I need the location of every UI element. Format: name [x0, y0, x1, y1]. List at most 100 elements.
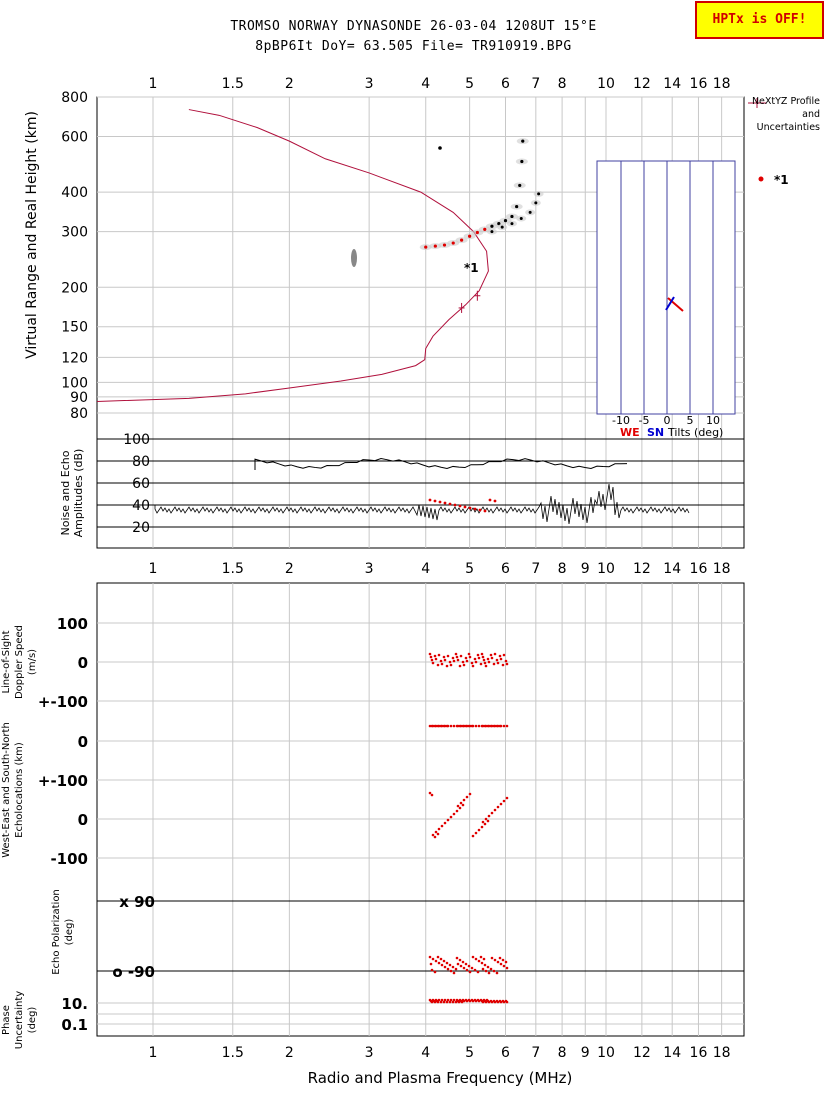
echo-parameter-point	[455, 956, 459, 960]
echo-parameter-point	[448, 660, 452, 664]
parameters-tick-label: 0	[78, 733, 88, 751]
freq-tick-label: 1	[149, 561, 158, 577]
echo-parameter-point	[482, 658, 486, 662]
tilt-tick-label: -5	[639, 414, 650, 427]
header-line-2: 8pBP6It DoY= 63.505 File= TR910919.BPG	[255, 39, 572, 54]
doppler-axis-label: Line-of-Sight Doppler Speed (m/s)	[1, 624, 38, 700]
echo-parameter-point	[434, 959, 438, 963]
echo-parameter-point	[439, 659, 443, 663]
echo-parameter-point	[467, 998, 471, 1002]
echo-parameter-point	[430, 724, 434, 728]
echo-parameter-point	[468, 655, 472, 659]
o-trace-point	[483, 227, 487, 231]
echo-parameter-point	[433, 835, 437, 839]
echo-parameter-point	[431, 833, 435, 837]
amplitude-tick-label: 80	[132, 454, 150, 470]
echo-parameter-point	[451, 965, 455, 969]
echo-parameter-point	[443, 821, 447, 825]
freq-tick-label: 5	[465, 561, 474, 577]
echo-parameter-point	[471, 955, 475, 959]
echo-parameter-point	[496, 805, 500, 809]
echo-parameter-point	[458, 664, 462, 668]
echo-parameter-point	[493, 652, 497, 656]
parameters-tick-label: +-100	[38, 772, 88, 790]
echo-parameter-point	[442, 959, 446, 963]
o-trace-point	[497, 222, 501, 226]
bottom-frequency-axis: 1 1.5 2 3 4 5 6 7 8 9 10 12 14 16 18	[149, 1045, 731, 1061]
echo-parameter-point	[430, 793, 434, 797]
parameters-tick-label: +-100	[38, 693, 88, 711]
height-tick-label: 300	[61, 225, 88, 241]
tilt-tick-label: 10	[706, 414, 720, 427]
echo-parameter-point	[492, 969, 496, 973]
echo-parameter-point	[432, 999, 436, 1003]
freq-tick-label: 7	[531, 1045, 540, 1061]
parameters-tick-label: o -90	[112, 963, 155, 981]
echo-parameter-point	[489, 653, 493, 657]
echo-parameter-point	[480, 724, 484, 728]
freq-tick-label: 3	[365, 1045, 374, 1061]
echo-parameter-point	[428, 791, 432, 795]
sn-tilt-marker	[665, 296, 675, 311]
echo-parameter-point	[489, 967, 493, 971]
we-label: WE	[620, 426, 640, 439]
echo-amplitude-point	[443, 501, 447, 505]
echo-parameter-point	[449, 663, 453, 667]
freq-tick-label: 1	[149, 76, 158, 92]
echo-amplitude-point	[433, 499, 437, 503]
echo-parameter-point	[436, 832, 440, 836]
echo-traces	[351, 138, 544, 267]
echo-parameter-point	[484, 817, 488, 821]
echo-annotation: *1	[464, 261, 479, 275]
echo-parameter-point	[479, 955, 483, 959]
o-trace-point	[451, 241, 455, 245]
echo-parameter-point	[464, 998, 468, 1002]
echo-parameter-point	[495, 724, 499, 728]
echo-parameter-point	[461, 960, 465, 964]
echo-parameter-point	[479, 998, 483, 1002]
parameter-echo-points	[428, 652, 509, 1004]
echo-parameter-point	[461, 803, 465, 807]
echo-parameter-point	[487, 971, 491, 975]
echo-parameter-point	[473, 968, 477, 972]
echo-parameter-point	[467, 652, 471, 656]
height-tick-label: 200	[61, 280, 88, 296]
echo-parameter-point	[430, 658, 434, 662]
echo-parameter-point	[458, 998, 462, 1002]
echo-parameter-point	[446, 818, 450, 822]
echo-parameter-point	[481, 967, 485, 971]
echo-parameter-point	[429, 999, 433, 1003]
echo-parameter-point	[449, 969, 453, 973]
header-line-1: TROMSO NORWAY DYNASONDE 26-03-04 1208UT …	[230, 19, 597, 34]
freq-tick-label: 2	[285, 561, 294, 577]
parameters-frame	[96, 582, 745, 1037]
echo-parameter-point	[443, 965, 447, 969]
echo-parameter-point	[445, 664, 449, 668]
echo-parameter-point	[473, 998, 477, 1002]
echo-parameter-point	[458, 724, 462, 728]
parameters-tick-label: 0.1	[61, 1016, 88, 1034]
echo-parameter-point	[464, 656, 468, 660]
freq-tick-label: 16	[690, 1045, 708, 1061]
height-tick-label: 600	[61, 129, 88, 145]
echo-parameter-point	[482, 998, 486, 1002]
echo-parameter-point	[482, 957, 486, 961]
echo-parameter-point	[495, 999, 499, 1003]
middle-frequency-axis: 1 1.5 2 3 4 5 6 7 8 9 10 12 14 16 18	[149, 561, 731, 577]
echo-parameter-point	[468, 792, 472, 796]
echo-parameter-point	[455, 724, 459, 728]
echo-parameter-point	[449, 998, 453, 1002]
echo-parameter-point	[496, 661, 500, 665]
height-tick-label: 120	[61, 350, 88, 366]
tilt-tick-label: 5	[687, 414, 694, 427]
echo-parameter-point	[480, 961, 484, 965]
echo-parameter-point	[505, 662, 509, 666]
echo-parameter-point	[443, 658, 447, 662]
echo-parameter-point	[470, 724, 474, 728]
echo-parameter-point	[486, 657, 490, 661]
freq-tick-label: 6	[501, 1045, 510, 1061]
freq-tick-label: 8	[558, 561, 567, 577]
freq-tick-label: 12	[633, 1045, 651, 1061]
echo-parameter-point	[498, 654, 502, 658]
echo-parameter-point	[434, 657, 438, 661]
